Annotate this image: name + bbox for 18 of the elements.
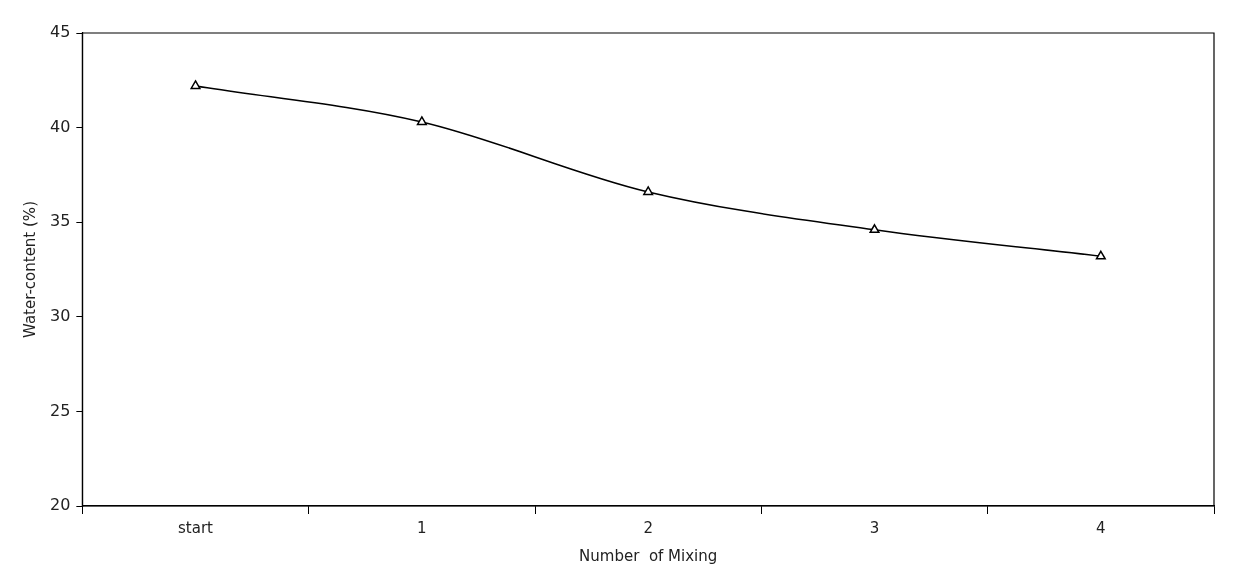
y-axis-title: Water-content (%) [20,201,39,338]
x-tick-label: 3 [869,518,880,537]
point [643,186,654,196]
y-tick-label: 30 [50,305,71,325]
y-tick-label: 35 [50,211,71,231]
point [416,116,427,126]
y-tick-label: 20 [50,495,71,515]
point [869,224,880,234]
y-tick-label: 45 [50,22,71,42]
point [1095,250,1106,260]
x-tick-label: 4 [1096,518,1106,537]
x-tick-label: 2 [643,518,653,537]
y-tick-label: 25 [50,400,71,420]
x-axis-title: Number of Mixing [579,546,718,565]
point [190,80,201,90]
y-tick-label: 40 [50,116,71,136]
x-tick-label: start [178,518,214,537]
x-tick-label: 1 [417,518,427,537]
